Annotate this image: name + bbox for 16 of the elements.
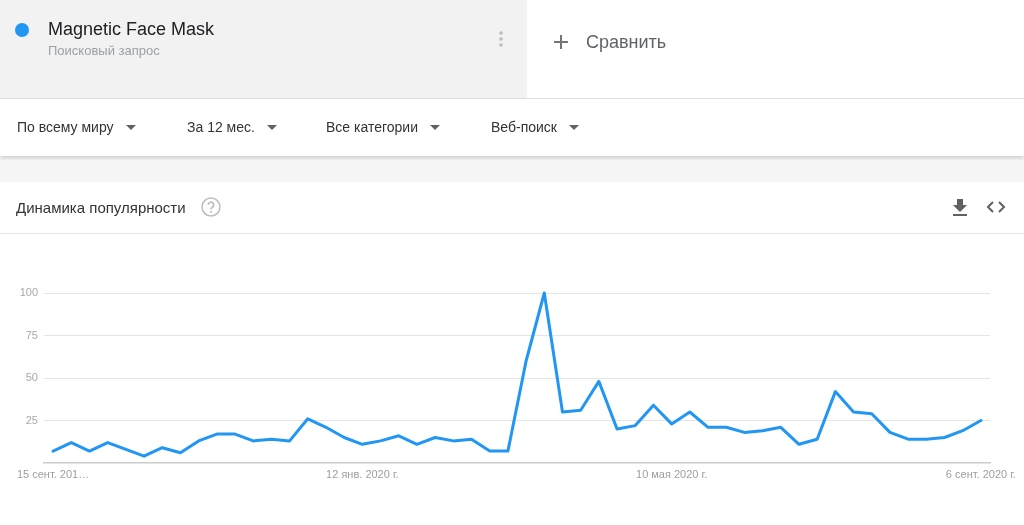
text: Все категории bbox=[326, 119, 418, 136]
text: Веб-поиск bbox=[491, 119, 557, 136]
x-tick-label: 12 янв. 2020 г. bbox=[326, 467, 399, 480]
x-tick-label: 15 сент. 201… bbox=[16, 467, 90, 480]
text: За 12 мес. bbox=[187, 119, 255, 136]
text: По всему миру bbox=[17, 119, 114, 136]
x-tick-label: 6 сент. 2020 г. bbox=[945, 467, 1016, 480]
y-tick-label: 25 bbox=[25, 413, 38, 426]
chart-title: Динамика популярности bbox=[16, 199, 186, 217]
x-tick-label: 10 мая 2020 г. bbox=[636, 467, 708, 480]
legend-label: Magnetic Face Mask bbox=[48, 19, 215, 41]
y-tick-label: 50 bbox=[25, 371, 38, 384]
y-tick-label: 100 bbox=[19, 286, 38, 299]
text: Поисковый запрос bbox=[48, 43, 160, 59]
text: Сравнить bbox=[586, 32, 667, 54]
y-tick-label: 75 bbox=[25, 328, 38, 341]
